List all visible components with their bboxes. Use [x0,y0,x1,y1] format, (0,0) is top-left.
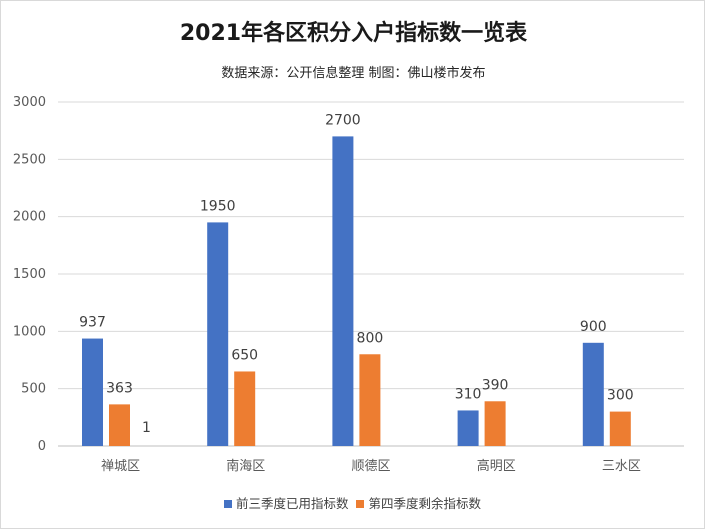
y-tick-label: 2500 [13,152,46,167]
data-label: 900 [580,319,607,335]
legend-swatch-series-2 [356,499,365,508]
data-label: 310 [455,386,482,402]
data-label: 2700 [325,112,361,128]
chart-subtitle: 数据来源：公开信息整理 制图：佛山楼市发布 [221,66,486,81]
data-label-annotation: 1 [142,420,151,436]
bar-2 [234,371,256,446]
bar-1 [207,222,229,446]
bar-2 [484,401,506,446]
bar-2 [109,404,130,446]
x-tick-label: 高明区 [477,458,516,474]
data-label: 1950 [200,198,236,214]
bar-1 [457,410,479,446]
data-label: 937 [79,315,106,331]
legend-item-series-1: 前三季度已用指标数 [223,493,349,512]
bar-1 [582,342,604,446]
y-tick-label: 1000 [13,324,46,339]
data-label: 390 [482,377,509,393]
data-label: 300 [607,388,634,404]
chart-legend: 前三季度已用指标数 第四季度剩余指标数 [0,493,705,512]
bar-1 [82,338,103,446]
y-tick-label: 3000 [13,95,46,110]
x-tick-label: 南海区 [226,458,265,474]
x-tick-label: 三水区 [602,459,641,474]
legend-label-series-1: 前三季度已用指标数 [235,496,349,511]
bar-1 [332,136,354,446]
data-label: 650 [231,347,258,363]
y-tick-label: 500 [21,382,46,397]
data-label: 363 [106,380,133,396]
bar-2 [609,411,631,446]
bar-2 [359,354,381,446]
chart-title: 2021年各区积分入户指标数一览表 [179,21,528,46]
y-tick-label: 0 [38,439,46,454]
y-tick-label: 1500 [13,267,46,282]
x-tick-label: 禅城区 [101,459,140,474]
x-tick-label: 顺德区 [351,459,390,474]
legend-label-series-2: 第四季度剩余指标数 [368,496,481,511]
data-label: 800 [357,330,384,346]
legend-item-series-2: 第四季度剩余指标数 [356,493,481,512]
y-tick-label: 2000 [13,210,46,225]
legend-swatch-series-1 [223,499,232,508]
